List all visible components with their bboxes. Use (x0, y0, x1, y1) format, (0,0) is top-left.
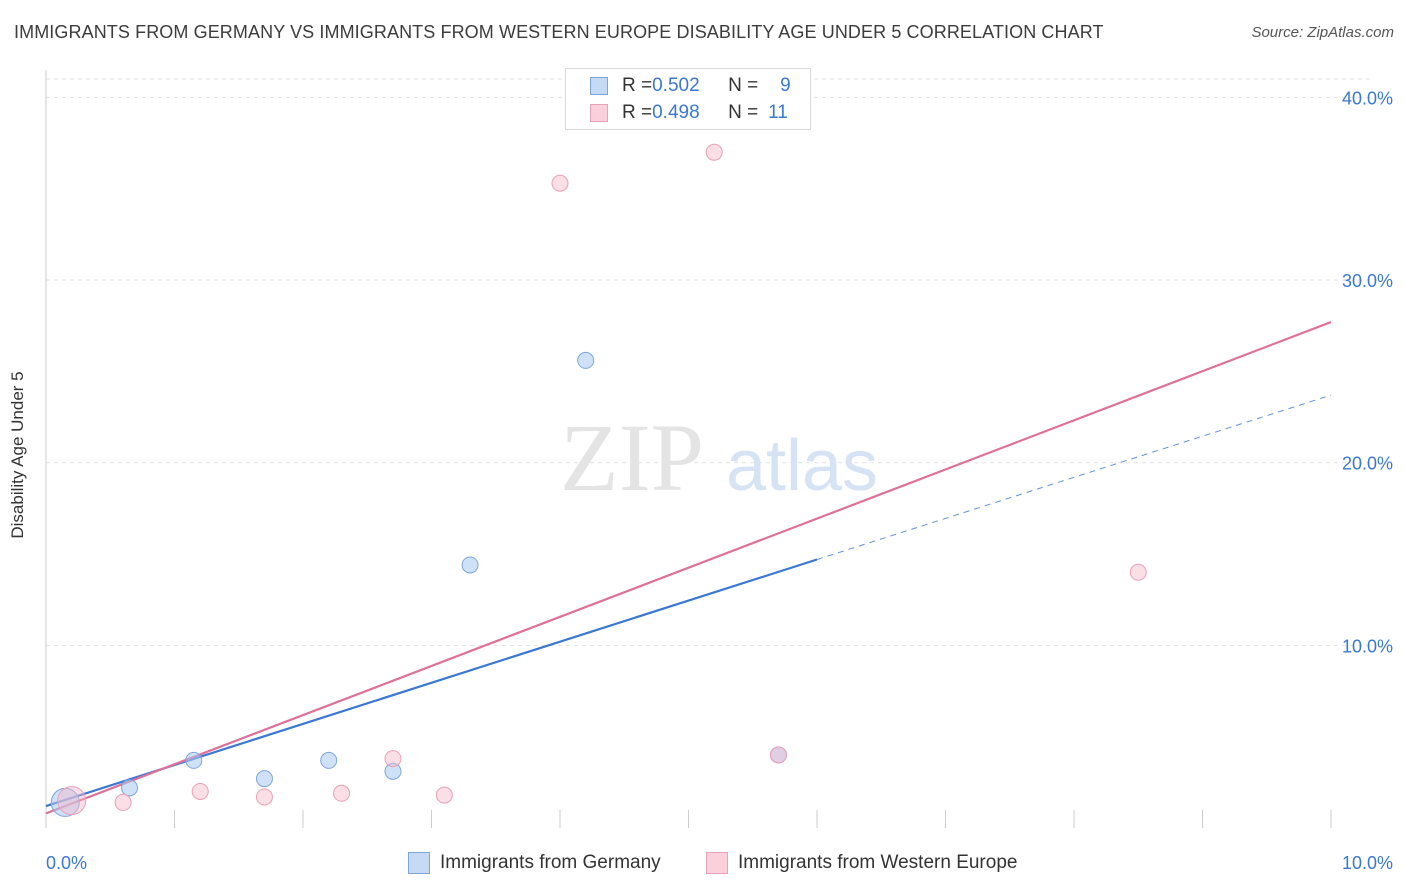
y-axis-title: Disability Age Under 5 (8, 371, 27, 539)
point-germany (577, 351, 595, 369)
point-western-europe (551, 174, 569, 192)
point-germany (121, 779, 139, 797)
y-tick-label: 30.0% (1342, 271, 1393, 291)
legend-label-western-europe: Immigrants from Western Europe (738, 852, 1018, 873)
legend-label-germany: Immigrants from Germany (440, 852, 661, 873)
watermark: ZIP atlas (560, 404, 878, 511)
point-western-europe (333, 784, 351, 802)
point-western-europe (1129, 563, 1147, 581)
point-western-europe (57, 786, 87, 816)
source-label: Source: ZipAtlas.com (1251, 24, 1394, 41)
data-points (50, 143, 1147, 817)
point-western-europe (255, 788, 273, 806)
legend-item-western-europe[interactable]: Immigrants from Western Europe (706, 852, 1017, 874)
tick-labels: 10.0% 20.0% 30.0% 40.0% 0.0% 10.0% (46, 88, 1393, 873)
legend-swatch-western-europe (706, 852, 728, 874)
point-western-europe (705, 143, 723, 161)
point-western-europe (435, 786, 453, 804)
watermark-atlas: atlas (726, 426, 878, 506)
legend-r-label: R = (622, 102, 653, 123)
point-western-europe (191, 782, 209, 800)
legend-row-germany: R = 0.502 N = 9 (590, 73, 791, 99)
legend-r-label: R = (622, 75, 653, 96)
point-germany (384, 762, 402, 780)
point-western-europe (114, 793, 132, 811)
legend-n-value: 9 (780, 75, 791, 96)
series-legend: Immigrants from Germany Immigrants from … (0, 850, 1406, 880)
trend-lines (45, 321, 1332, 815)
legend-item-germany[interactable]: Immigrants from Germany (408, 852, 661, 874)
point-germany (255, 770, 273, 788)
x-tick-label: 10.0% (1342, 853, 1393, 873)
legend-r-value: 0.502 (652, 75, 700, 96)
point-germany (320, 751, 338, 769)
watermark-zip: ZIP (560, 404, 704, 511)
legend-row-western-europe: R = 0.498 N = 11 (590, 100, 788, 126)
point-germany (185, 751, 203, 769)
legend-swatch-germany (408, 852, 430, 874)
legend-n-label: N = (728, 102, 764, 123)
point-western-europe (384, 750, 402, 768)
axes (45, 70, 1332, 828)
legend-swatch-germany (590, 77, 608, 95)
y-tick-label: 10.0% (1342, 636, 1393, 656)
x-tick-label: 0.0% (46, 853, 87, 873)
legend-n-value: 11 (768, 102, 788, 123)
y-tick-label: 40.0% (1342, 88, 1393, 108)
trend-line-germany-projection (816, 394, 1332, 560)
point-western-europe (769, 746, 787, 764)
grid-lines (46, 78, 1371, 646)
legend-swatch-western-europe (590, 104, 608, 122)
chart-title: IMMIGRANTS FROM GERMANY VS IMMIGRANTS FR… (14, 22, 1104, 42)
legend-r-value: 0.498 (652, 102, 700, 123)
y-tick-label: 20.0% (1342, 454, 1393, 474)
point-germany (461, 556, 479, 574)
trend-line-western-europe (45, 321, 1332, 815)
stats-legend: R = 0.502 N = 9 R = 0.498 N = 11 (565, 68, 811, 130)
legend-n-label: N = (728, 75, 764, 96)
